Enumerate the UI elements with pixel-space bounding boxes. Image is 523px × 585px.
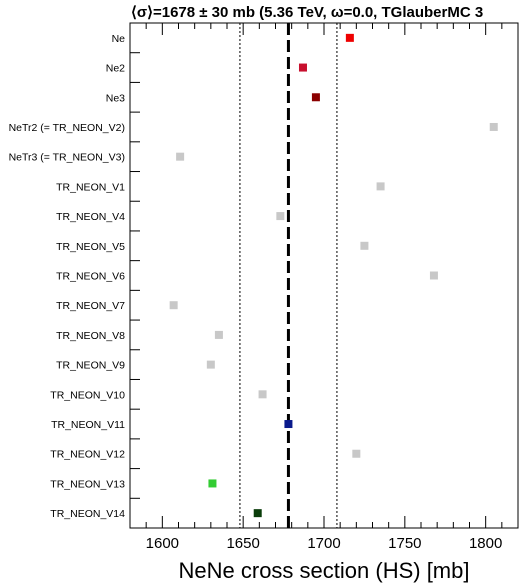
data-point — [169, 301, 178, 310]
data-point — [345, 33, 354, 42]
x-axis-label: NeNe cross section (HS) [mb] — [179, 558, 470, 583]
y-tick-label: TR_NEON_V7 — [56, 300, 125, 312]
x-tick-label: 1700 — [307, 535, 340, 552]
data-point — [352, 449, 361, 458]
y-tick-label: TR_NEON_V8 — [56, 330, 125, 342]
uncertainty-band — [239, 23, 338, 528]
chart-title: ⟨σ⟩=1678 ± 30 mb (5.36 TeV, ω=0.0, TGlau… — [131, 4, 483, 21]
y-tick-label: TR_NEON_V6 — [56, 271, 125, 283]
data-point — [276, 212, 285, 221]
x-axis: 1600 1650 1700 1750 1800 — [129, 23, 519, 552]
x-tick-label: 1750 — [388, 535, 421, 552]
data-point — [208, 479, 217, 488]
y-tick-label: TR_NEON_V10 — [50, 389, 125, 401]
x-tick-label: 1650 — [226, 535, 259, 552]
y-tick-label: TR_NEON_V9 — [56, 360, 125, 372]
data-point — [298, 63, 307, 72]
y-tick-label: TR_NEON_V1 — [56, 181, 125, 193]
y-tick-label: TR_NEON_V4 — [56, 211, 125, 223]
data-point — [206, 360, 215, 369]
data-point — [360, 241, 369, 250]
data-point — [429, 271, 438, 280]
data-point — [214, 330, 223, 339]
y-tick-label: TR_NEON_V12 — [50, 449, 125, 461]
y-tick-label: NeTr2 (= TR_NEON_V2) — [9, 122, 125, 134]
y-tick-label: Ne — [112, 33, 126, 45]
x-tick-label: 1800 — [469, 535, 502, 552]
y-tick-label: TR_NEON_V5 — [56, 241, 125, 253]
y-tick-label: TR_NEON_V14 — [50, 508, 125, 520]
data-point — [253, 509, 262, 518]
data-point — [489, 122, 498, 131]
y-tick-label: TR_NEON_V13 — [50, 478, 125, 490]
x-tick-label: 1600 — [146, 535, 179, 552]
plot-frame — [129, 22, 519, 529]
data-point — [376, 182, 385, 191]
y-tick-label: NeTr3 (= TR_NEON_V3) — [9, 152, 125, 164]
data-point — [284, 420, 293, 429]
data-points — [169, 33, 498, 518]
data-point — [258, 390, 267, 399]
y-axis: Ne Ne2 Ne3 NeTr2 (= TR_NEON_V2) NeTr3 (= TR_… — [9, 22, 140, 529]
y-tick-label: Ne2 — [106, 63, 125, 75]
y-tick-label: TR_NEON_V11 — [51, 419, 125, 431]
data-point — [176, 152, 185, 161]
data-point — [311, 93, 320, 102]
y-tick-label: Ne3 — [106, 92, 125, 104]
